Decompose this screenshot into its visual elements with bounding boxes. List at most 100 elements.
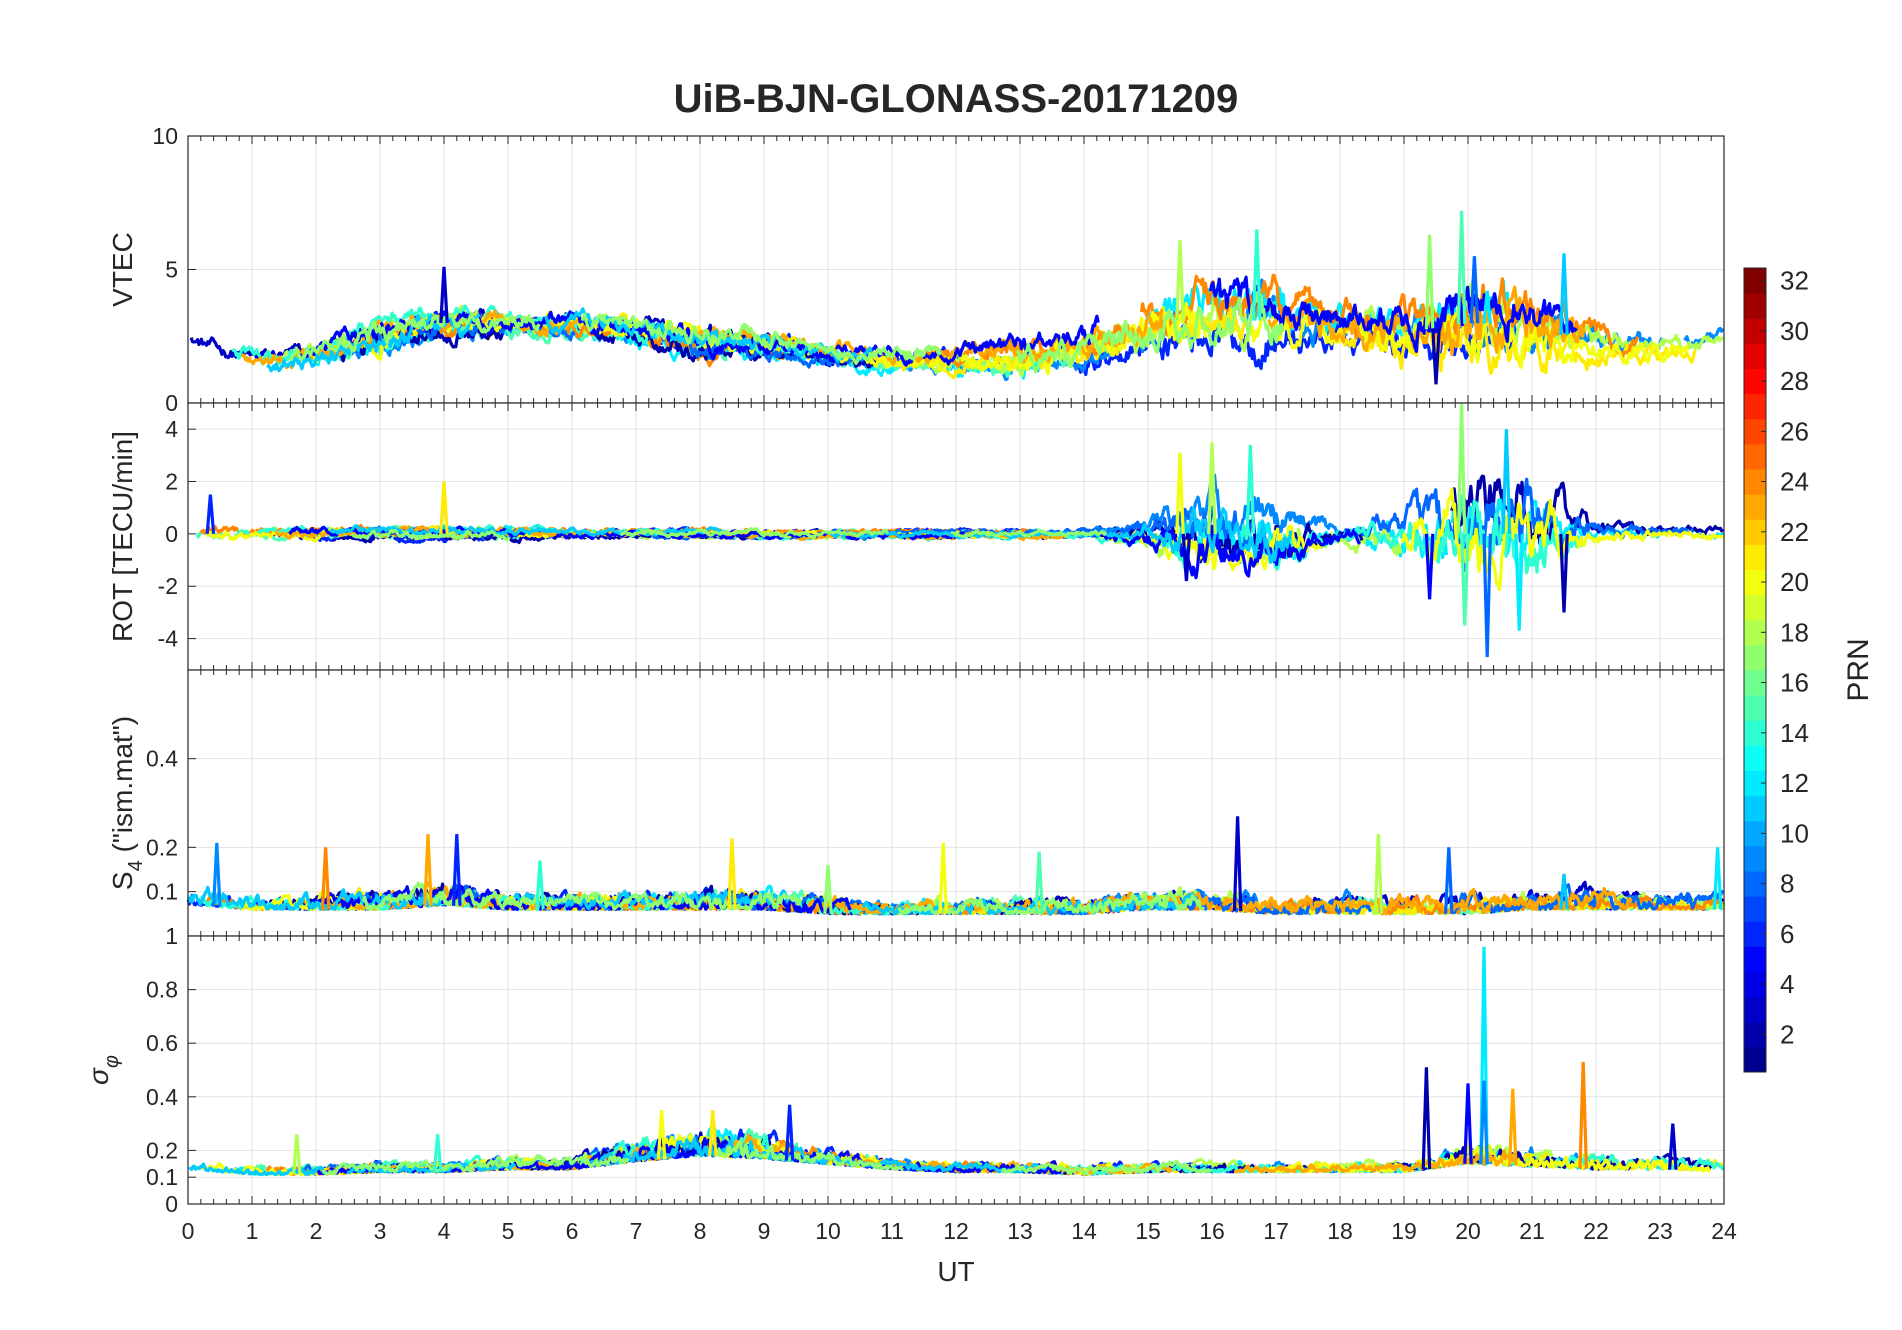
series-line-prn-17: [580, 312, 943, 365]
y-tick-label: 5: [165, 257, 178, 283]
y-axis-label-main: S: [107, 871, 138, 890]
y-tick-label: 0.4: [146, 746, 178, 772]
series-spike: [1578, 1061, 1588, 1169]
x-tick-label: 19: [1391, 1218, 1417, 1244]
y-tick-label: -2: [158, 573, 178, 599]
series-line-prn-17: [1016, 291, 1285, 374]
colorbar-step: [1744, 695, 1766, 721]
x-tick-label: 14: [1071, 1218, 1097, 1244]
series-spike: [1479, 946, 1489, 1165]
x-tick-label: 16: [1199, 1218, 1225, 1244]
colorbar-step: [1744, 594, 1766, 621]
series-spike: [1207, 442, 1217, 534]
colorbar-step: [1744, 946, 1766, 972]
y-tick-label: 0.2: [146, 834, 178, 860]
series-spike: [1431, 328, 1441, 385]
series-line-prn-23: [1233, 1149, 1516, 1174]
series-spike: [1421, 1067, 1432, 1170]
series-spike: [1175, 452, 1185, 534]
x-tick-label: 20: [1455, 1218, 1481, 1244]
series-spike: [439, 481, 449, 534]
x-tick-label: 24: [1711, 1218, 1737, 1244]
colorbar-frame: [1743, 267, 1767, 1073]
series-line-prn-20: [1257, 1145, 1711, 1174]
x-tick-label: 5: [502, 1218, 515, 1244]
x-tick-label: 22: [1583, 1218, 1609, 1244]
x-tick-label: 3: [374, 1218, 387, 1244]
series-line-prn-17: [1000, 1159, 1212, 1176]
series-spike: [1482, 290, 1492, 324]
series-line-prn-8: [1451, 883, 1725, 915]
series-line-prn-17: [716, 1140, 904, 1172]
series-traces: [186, 816, 1726, 916]
series-spike: [1252, 229, 1262, 321]
series-spike: [727, 838, 737, 910]
colorbar-step: [1744, 318, 1766, 344]
colorbar-step: [1744, 644, 1766, 671]
x-tick-label: 23: [1647, 1218, 1673, 1244]
y-tick-label: 0.2: [146, 1137, 178, 1163]
series-spike: [212, 842, 222, 908]
panel-3: 0.10.20.4S4 ("ism.mat"): [107, 669, 1726, 937]
colorbar-tick-label: 30: [1780, 316, 1809, 346]
chart-title: UiB-BJN-GLONASS-20171209: [674, 77, 1239, 121]
panel-2: -4 -2 0 2 4 ROT [TECU/min]: [107, 402, 1725, 671]
series-spike: [1444, 847, 1454, 914]
colorbar-step: [1744, 871, 1766, 897]
series-spike: [1508, 1088, 1518, 1166]
series-spike: [1424, 234, 1435, 330]
colorbar-step: [1744, 745, 1766, 771]
colorbar-step: [1744, 720, 1766, 746]
colorbar-step: [1744, 544, 1766, 570]
y-axis-label: ROT [TECU/min]: [107, 431, 138, 642]
series-spike: [1456, 210, 1467, 325]
series-spike: [1181, 533, 1192, 582]
series-spike: [439, 266, 449, 323]
y-tick-label: 2: [165, 469, 178, 495]
colorbar-tick-label: 2: [1780, 1019, 1794, 1049]
colorbar-step: [1744, 619, 1766, 646]
colorbar-tick-label: 24: [1780, 467, 1809, 497]
colorbar-tick-label: 28: [1780, 366, 1809, 396]
x-tick-label: 7: [630, 1218, 643, 1244]
y-tick-label: 0: [165, 390, 178, 416]
x-tick-label: 18: [1327, 1218, 1353, 1244]
panel-1: 0 5 10 VTEC: [107, 123, 1725, 416]
series-line-prn-5: [1208, 275, 1578, 353]
colorbar-step: [1744, 921, 1766, 947]
colorbar-tick-label: 14: [1780, 718, 1809, 748]
series-line-prn-17: [952, 528, 1107, 539]
series-line-prn-17: [292, 311, 541, 361]
colorbar-step: [1744, 996, 1766, 1023]
series-spike: [1479, 1080, 1489, 1165]
series-spike: [938, 842, 948, 914]
colorbar-step: [1744, 896, 1766, 922]
series-spike: [708, 1110, 718, 1157]
series-spike: [320, 847, 331, 910]
colorbar-tick-label: 6: [1780, 919, 1794, 949]
series-spike: [1559, 253, 1569, 335]
colorbar-step: [1744, 469, 1766, 495]
series-line-prn-23: [1221, 886, 1633, 916]
colorbar-tick-label: 18: [1780, 617, 1809, 647]
y-tick-label: 0.6: [146, 1030, 178, 1056]
series-traces: [188, 946, 1725, 1177]
x-tick-label: 9: [758, 1218, 771, 1244]
series-spike: [535, 860, 545, 910]
x-tick-label: 11: [880, 1218, 904, 1244]
colorbar-tick-label: 10: [1780, 818, 1809, 848]
series-spike: [452, 833, 462, 906]
series-spike: [1712, 847, 1723, 910]
series-line-prn-17: [321, 1154, 630, 1176]
colorbar-step: [1744, 268, 1766, 294]
colorbar-step: [1744, 795, 1766, 822]
x-axis-label: UT: [937, 1256, 974, 1287]
series-line-prn-14: [231, 304, 579, 366]
x-tick-label: 2: [310, 1218, 323, 1244]
y-axis-label: S4 ("ism.mat"): [107, 716, 147, 890]
x-tick-label: 1: [246, 1218, 259, 1244]
series-spike: [823, 864, 833, 914]
colorbar-step: [1744, 443, 1766, 470]
